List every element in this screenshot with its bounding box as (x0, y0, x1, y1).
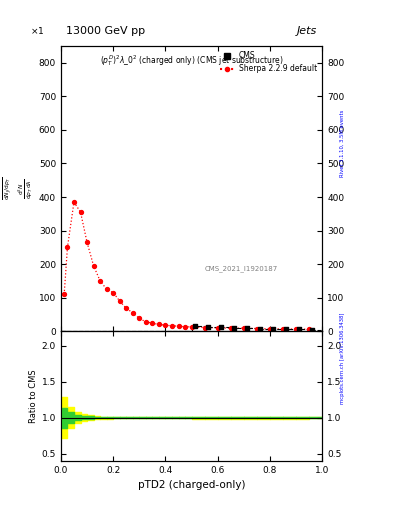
Point (90, 262, 97, 270)
Point (241, 324, 247, 332)
Point (202, 324, 208, 332)
Point (123, 304, 129, 312)
Point (270, 325, 276, 333)
Point (309, 326, 316, 334)
Point (296, 325, 303, 333)
Y-axis label: Ratio to CMS: Ratio to CMS (29, 369, 37, 423)
Point (283, 325, 290, 333)
Text: $\times 1$: $\times 1$ (29, 25, 44, 36)
Point (61, 290, 67, 298)
Point (231, 324, 237, 332)
Point (306, 325, 312, 333)
Point (84, 238, 90, 246)
Point (117, 297, 123, 305)
Point (257, 325, 263, 333)
Point (205, 323, 211, 331)
Point (267, 325, 273, 333)
Point (136, 314, 143, 323)
Text: Jets: Jets (297, 26, 317, 36)
Text: $(p_T^D)^2\lambda\_0^2$ (charged only) (CMS jet substructure): $(p_T^D)^2\lambda\_0^2$ (charged only) (… (100, 53, 283, 68)
Point (77, 208, 84, 216)
Point (103, 285, 110, 293)
Point (192, 322, 198, 330)
Point (218, 323, 224, 331)
Point (97, 277, 103, 285)
Y-axis label: $\frac{1}{\mathrm{d}N_J/\mathrm{d}p_T}$
$\frac{\mathrm{d}^2N}{\mathrm{d}p_T\,\ma: $\frac{1}{\mathrm{d}N_J/\mathrm{d}p_T}$ … (0, 177, 35, 201)
Text: CMS_2021_I1920187: CMS_2021_I1920187 (205, 265, 278, 272)
Point (64, 243, 71, 251)
Text: Rivet 3.1.10, 3.5M events: Rivet 3.1.10, 3.5M events (340, 110, 345, 177)
Point (228, 324, 234, 332)
Text: 13000 GeV pp: 13000 GeV pp (66, 26, 145, 36)
Point (293, 325, 299, 333)
Point (71, 198, 77, 206)
Point (110, 289, 116, 297)
Point (244, 324, 250, 332)
Point (130, 309, 136, 317)
Point (175, 322, 182, 330)
Point (143, 318, 149, 326)
Point (254, 325, 260, 333)
Point (189, 323, 195, 331)
Point (169, 322, 175, 330)
Point (149, 319, 156, 327)
Text: mcplots.cern.ch [arXiv:1306.3438]: mcplots.cern.ch [arXiv:1306.3438] (340, 313, 345, 404)
X-axis label: pTD2 (charged-only): pTD2 (charged-only) (138, 480, 245, 490)
Point (156, 321, 162, 329)
Point (182, 323, 188, 331)
Legend: CMS, Sherpa 2.2.9 default: CMS, Sherpa 2.2.9 default (217, 48, 320, 76)
Point (280, 325, 286, 333)
Point (215, 324, 221, 332)
Point (162, 321, 169, 329)
